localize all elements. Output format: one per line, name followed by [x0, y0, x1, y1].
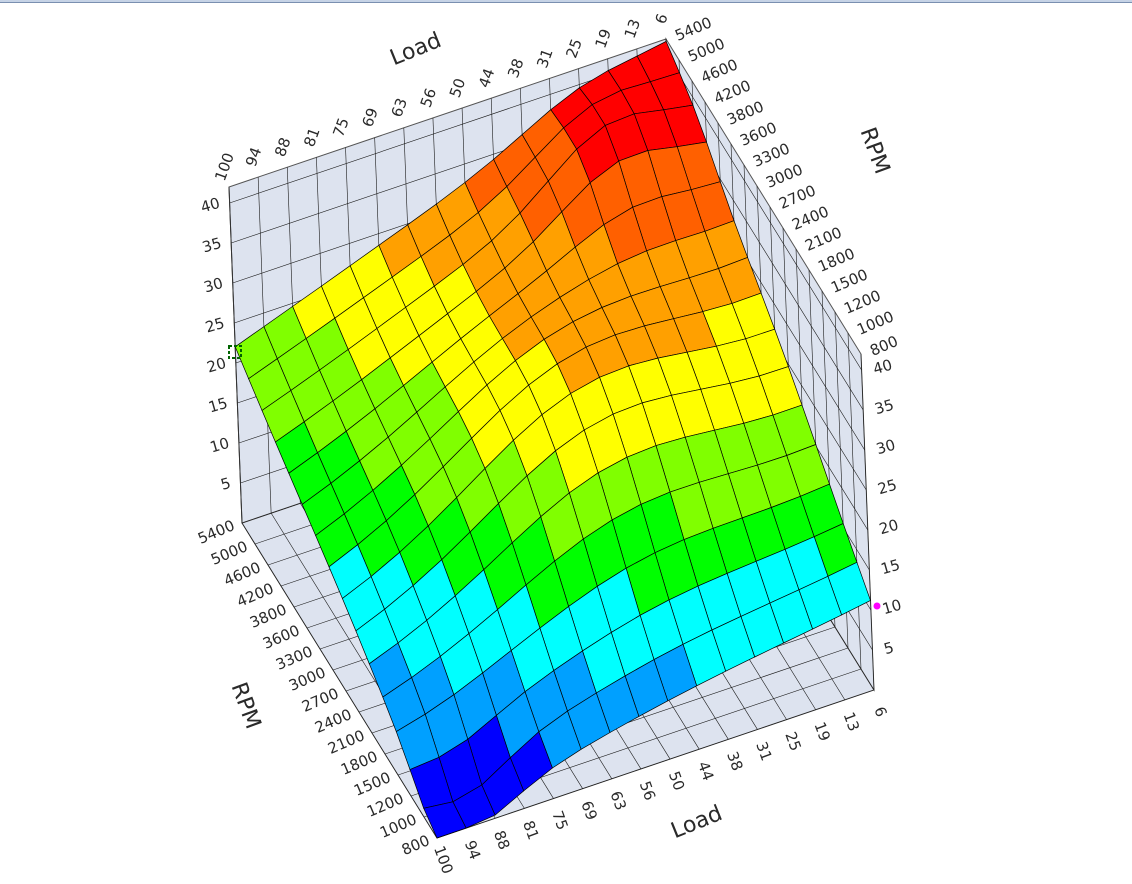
- load-tick-label: 44: [475, 66, 498, 90]
- cursor-point[interactable]: [873, 602, 881, 610]
- load-tick-label: 81: [300, 125, 323, 149]
- floor-grid-line: [241, 522, 438, 839]
- load-tick-label: 100: [430, 843, 457, 876]
- load-tick-label: 13: [840, 710, 863, 734]
- load-tick-label: 75: [548, 808, 571, 832]
- load-tick-label: 44: [694, 759, 717, 783]
- load-tick-label: 25: [562, 36, 585, 60]
- load-tick-label: 88: [490, 828, 513, 852]
- z-tick-label: 35: [200, 234, 223, 257]
- load-tick-label: 100: [211, 150, 238, 183]
- load-tick-label: 50: [665, 769, 688, 793]
- z-tick-label: 10: [208, 434, 231, 457]
- rpm-axis-title-right: RPM: [855, 124, 895, 177]
- load-tick-label: 94: [242, 145, 265, 169]
- load-tick-label: 31: [752, 739, 775, 763]
- z-tick-label: 25: [876, 476, 899, 499]
- load-tick-label: 56: [417, 86, 440, 110]
- load-axis-title-top: Load: [387, 28, 445, 71]
- rpm-axis-title-left: RPM: [226, 679, 266, 732]
- selection-marker[interactable]: [228, 345, 242, 359]
- z-tick-label: 40: [871, 356, 894, 379]
- load-tick-label: 81: [519, 818, 542, 842]
- rpm-tick-label: 800: [867, 332, 900, 360]
- z-tick-label: 15: [879, 556, 902, 579]
- load-tick-label: 19: [592, 27, 615, 51]
- rpm-tick-label: 800: [399, 831, 432, 859]
- surface-cell: [423, 801, 467, 839]
- load-axis-title-bottom: Load: [668, 801, 726, 844]
- z-tick-label: 35: [873, 396, 896, 419]
- z-tick-label: 30: [202, 274, 225, 297]
- load-tick-label: 94: [461, 838, 484, 862]
- load-tick-label: 31: [533, 46, 556, 70]
- z-tick-label: 30: [874, 436, 897, 459]
- load-tick-label: 63: [388, 96, 411, 120]
- load-tick-label: 6: [870, 704, 890, 719]
- load-tick-label: 63: [607, 789, 630, 813]
- z-tick-label: 20: [205, 354, 228, 377]
- z-tick-label: 20: [877, 516, 900, 539]
- load-tick-label: 19: [810, 720, 833, 744]
- load-tick-label: 69: [577, 798, 600, 822]
- window-top-border: [0, 0, 1132, 3]
- load-tick-label: 38: [504, 56, 527, 80]
- load-tick-label: 6: [651, 11, 671, 26]
- z-tick-label: 25: [203, 314, 226, 337]
- z-tick-label: 15: [206, 394, 229, 417]
- load-tick-label: 56: [636, 779, 659, 803]
- load-tick-label: 13: [621, 17, 644, 41]
- z-tick-label: 5: [882, 638, 896, 658]
- wall-edge: [228, 186, 243, 524]
- z-tick-label: 10: [880, 596, 903, 619]
- floor-grid-line: [436, 689, 875, 839]
- surface-mesh: [234, 40, 871, 839]
- z-tick-label: 40: [199, 194, 222, 217]
- load-tick-label: 25: [781, 729, 804, 753]
- load-tick-label: 50: [446, 76, 469, 100]
- load-tick-label: 88: [271, 135, 294, 159]
- load-tick-label: 69: [358, 105, 381, 129]
- load-tick-label: 75: [329, 115, 352, 139]
- load-tick-label: 38: [723, 749, 746, 773]
- z-tick-label: 5: [219, 474, 233, 494]
